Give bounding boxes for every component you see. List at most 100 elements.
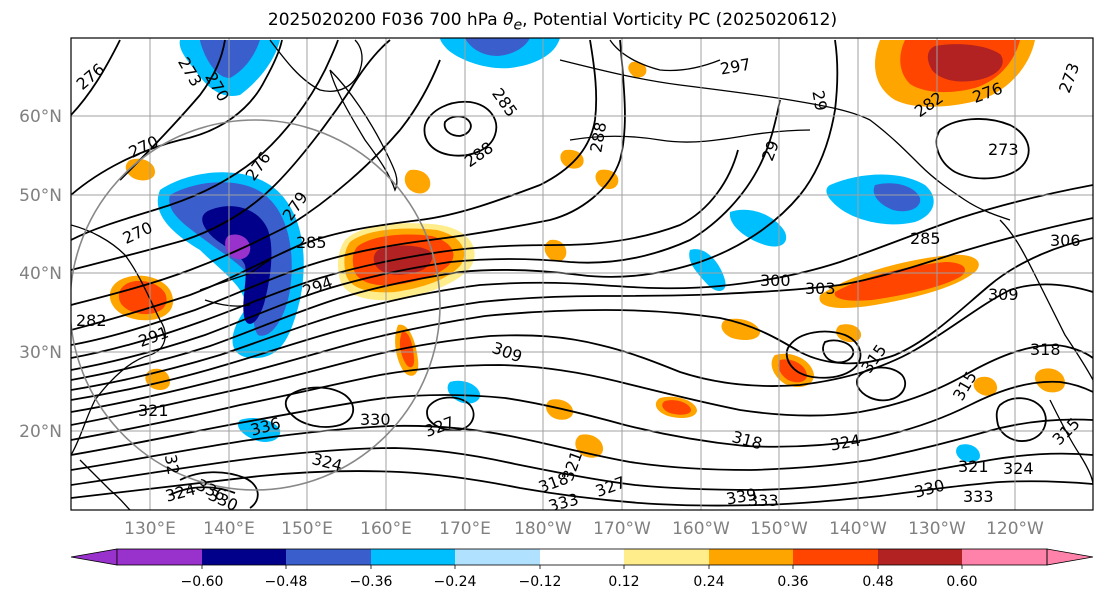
lon-tick-label: 180°W bbox=[514, 519, 572, 539]
contour-label: 333 bbox=[963, 487, 994, 506]
colorbar-segment bbox=[624, 549, 709, 565]
pv-negative-central2 bbox=[689, 249, 726, 292]
colorbar-frame bbox=[116, 548, 1048, 566]
pv-negative-east-small bbox=[956, 444, 980, 463]
colorbar-extend-low bbox=[70, 548, 118, 566]
colorbar-segment bbox=[117, 549, 202, 565]
pv-positive-patch-7 bbox=[560, 149, 584, 169]
pv-positive-patch-14 bbox=[546, 399, 574, 420]
pv-negative-north-inner bbox=[200, 40, 260, 78]
lon-tick-label: 120°W bbox=[986, 519, 1044, 539]
contour-tight-sw-1 bbox=[179, 471, 259, 509]
contour-label: 309 bbox=[988, 285, 1019, 304]
contour-closed-southwest bbox=[284, 386, 354, 428]
longitude-labels: 130°E 140°E 150°E 160°E 170°E 180°W 170°… bbox=[124, 519, 1044, 539]
pv-positive-patch-15 bbox=[973, 376, 998, 396]
colorbar-segment bbox=[371, 549, 456, 565]
lat-tick-label: 20°N bbox=[19, 422, 62, 442]
contour-297 bbox=[71, 39, 839, 381]
contour-300 bbox=[71, 184, 1093, 391]
contour-label: 321 bbox=[138, 401, 169, 420]
colorbar-segment bbox=[793, 549, 878, 565]
pv-positive-patch-17 bbox=[628, 61, 647, 78]
coastline-baja bbox=[1049, 399, 1093, 486]
contour-276-nw bbox=[71, 39, 121, 116]
lon-tick-label: 160°E bbox=[360, 519, 412, 539]
contour-closed-gulf bbox=[785, 330, 862, 379]
lat-tick-label: 30°N bbox=[19, 343, 62, 363]
colorbar-tick-label: 0.24 bbox=[693, 574, 724, 590]
lon-tick-label: 150°E bbox=[281, 519, 333, 539]
contour-closed-subtrop bbox=[856, 366, 907, 402]
colorbar-tick-label: 0.60 bbox=[946, 574, 977, 590]
pv-positive-jet-east-red bbox=[834, 262, 965, 301]
coastline-north-america bbox=[999, 219, 1093, 381]
coastline-alaska bbox=[559, 59, 1011, 221]
contour-label: 306 bbox=[1050, 231, 1081, 250]
contour-318 bbox=[71, 418, 1093, 471]
contour-closed-south-east bbox=[995, 397, 1047, 442]
pv-positive-subtrop-strip-red bbox=[399, 331, 415, 368]
colorbar-segment bbox=[202, 549, 287, 565]
pv-positive-patch-16 bbox=[836, 324, 862, 343]
coastline-philippines bbox=[79, 459, 131, 510]
colorbar-tick-label: 0.12 bbox=[608, 574, 639, 590]
contour-324 bbox=[71, 470, 1093, 507]
contour-label: 32 bbox=[161, 453, 183, 476]
contour-label: 318 bbox=[1030, 340, 1061, 359]
pv-negative-top-center-inner bbox=[465, 38, 530, 56]
colorbar-ticks bbox=[201, 565, 963, 569]
contour-label: 303 bbox=[805, 279, 836, 298]
coastline-okhotsk bbox=[269, 39, 363, 92]
pv-positive-patch-9 bbox=[404, 169, 431, 194]
contour-closed-southcenter bbox=[426, 396, 475, 432]
coastline-asia bbox=[71, 224, 166, 456]
lon-tick-label: 170°E bbox=[439, 519, 491, 539]
contour-306 bbox=[71, 237, 1093, 413]
colorbar-tick-label: 0.36 bbox=[777, 574, 808, 590]
contour-label: 273 bbox=[988, 140, 1019, 159]
lon-tick-label: 140°E bbox=[203, 519, 255, 539]
colorbar-tick-label: −0.36 bbox=[350, 574, 393, 590]
contour-294 bbox=[71, 99, 781, 371]
pv-positive-patch-8 bbox=[125, 158, 155, 181]
contour-closed-north bbox=[423, 100, 498, 157]
colorbar-segment bbox=[962, 549, 1047, 565]
lon-tick-label: 130°W bbox=[908, 519, 966, 539]
contour-312 bbox=[71, 344, 1093, 441]
colorbar-segment bbox=[709, 549, 794, 565]
contour-285 bbox=[71, 39, 598, 331]
chart-title: 2025020200 F036 700 hPa θe, Potential Vo… bbox=[267, 10, 838, 34]
contour-label: 333 bbox=[748, 491, 779, 510]
colorbar: −0.60 −0.48 −0.36 −0.24 −0.12 0.12 0.24 … bbox=[70, 548, 1094, 590]
colorbar-tick-label: 0.48 bbox=[862, 574, 893, 590]
gridlines bbox=[71, 38, 1093, 510]
contour-321 bbox=[71, 447, 1093, 491]
latitude-labels: 60°N 50°N 40°N 30°N 20°N bbox=[19, 107, 62, 442]
contour-closed-gulf-inner bbox=[822, 339, 855, 364]
coastlines bbox=[71, 39, 1093, 510]
colorbar-tick-label: −0.60 bbox=[181, 574, 224, 590]
contour-309 bbox=[71, 283, 1093, 426]
lon-tick-label: 150°W bbox=[750, 519, 808, 539]
pv-negative-blob-west-core bbox=[202, 206, 272, 324]
lat-tick-label: 40°N bbox=[19, 264, 62, 284]
lat-tick-label: 50°N bbox=[19, 186, 62, 206]
colorbar-tick-label: −0.12 bbox=[519, 574, 562, 590]
pv-positive-patch-12 bbox=[1034, 368, 1065, 393]
influence-radius-circle bbox=[71, 119, 441, 491]
map-content: 276 273 270 297 288 285 288 29 29 282 27… bbox=[71, 38, 1093, 510]
lon-tick-label: 160°W bbox=[672, 519, 730, 539]
contour-closed-east bbox=[935, 118, 1030, 180]
contour-label: 321 bbox=[958, 457, 989, 476]
contour-291 bbox=[71, 149, 739, 359]
pv-positive-northeast-core bbox=[927, 44, 1003, 82]
lon-tick-label: 140°W bbox=[829, 519, 887, 539]
pv-positive-patch-1 bbox=[721, 318, 760, 340]
contour-label: 324 bbox=[1003, 459, 1034, 478]
colorbar-tick-label: −0.24 bbox=[434, 574, 477, 590]
coastline-aleutians bbox=[569, 129, 811, 143]
lat-tick-label: 60°N bbox=[19, 107, 62, 127]
lon-tick-label: 130°E bbox=[124, 519, 176, 539]
lon-tick-label: 170°W bbox=[593, 519, 651, 539]
